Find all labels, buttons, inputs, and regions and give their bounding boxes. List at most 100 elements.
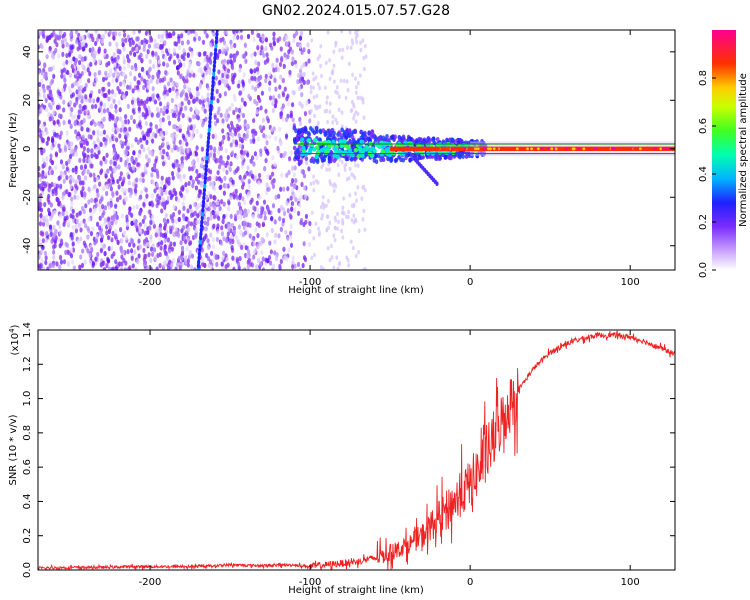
spectrogram-cell [242, 174, 247, 180]
spectrogram-cell [86, 67, 90, 73]
spectrogram-cell [228, 127, 232, 133]
spectrogram-cell [229, 195, 233, 201]
spectrogram-cell [233, 213, 238, 219]
spectrogram-cell [84, 203, 88, 209]
spectrogram-cell [115, 137, 119, 143]
spectrogram-cell [304, 219, 308, 225]
spectrogram-cell [238, 174, 242, 181]
spectrogram-cell [262, 132, 266, 139]
spectrogram-cell [332, 79, 336, 84]
spectrogram-cell [232, 266, 236, 270]
spectrogram-cell [154, 133, 158, 139]
spectrogram-cell [81, 34, 85, 41]
spectrogram-cell [109, 202, 113, 208]
spectrogram-cell [332, 188, 336, 194]
spectrogram-cell [160, 180, 164, 186]
spectrogram-cell [302, 62, 306, 68]
spectrogram-cell [113, 92, 117, 98]
spectrogram-cell [197, 67, 201, 73]
spectrogram-cell [115, 41, 119, 48]
spectrogram-cell [148, 66, 152, 72]
spectrogram-cell [212, 214, 217, 220]
snr-x-axis-label: Height of straight line (km) [288, 585, 424, 596]
spectrogram-cell [90, 33, 94, 39]
spectrogram-cell [109, 173, 114, 179]
spectrogram-cell [307, 58, 311, 64]
spectrogram-cell [109, 70, 113, 77]
spectrogram-cell [257, 180, 261, 186]
spectrogram-signal-cell [374, 153, 378, 159]
spectrogram-cell [55, 104, 60, 110]
spectrogram-cell [121, 42, 125, 48]
spectrogram-cell [148, 157, 152, 163]
spectrogram-cell [89, 230, 94, 237]
spectrogram-peak-cell [341, 139, 346, 144]
spectrogram-cell [111, 192, 115, 198]
spectrogram-cell [316, 104, 320, 110]
spectrogram-cell [289, 242, 294, 248]
spectrogram-cell [101, 260, 105, 266]
spectrogram-cell [183, 84, 187, 90]
spectrogram-cell [263, 210, 267, 216]
spectrogram-cell [83, 164, 88, 170]
spectrogram-cell [282, 36, 286, 42]
carrier-cell [476, 147, 480, 151]
spectrogram-cell [215, 88, 219, 94]
spectrogram-cell [328, 220, 332, 226]
spectrogram-cell [62, 259, 67, 265]
spectrogram-cell [342, 196, 346, 201]
spectrogram-cell [68, 89, 73, 95]
spectrogram-cell [160, 240, 164, 246]
spectrogram-cell [81, 185, 85, 192]
spectrogram-streak-cell [208, 115, 212, 121]
spectrogram-cell [57, 237, 61, 243]
spectrogram-cell [206, 92, 210, 98]
spectrogram-signal-cell [296, 130, 301, 135]
spectrogram-cell [137, 102, 141, 108]
spectrogram-cell [177, 116, 181, 122]
spectrogram-cell [169, 32, 173, 39]
spectrogram-cell [176, 70, 180, 76]
spectrogram-cell [174, 231, 178, 237]
spectrogram-cell [119, 171, 123, 177]
spectrogram-cell [230, 234, 234, 240]
spectrogram-cell [226, 262, 230, 268]
spectrogram-cell [107, 266, 112, 270]
spectrogram-streak-cell [198, 247, 202, 253]
spectrogram-peak-cell [306, 138, 311, 143]
snr-x-ticks: -200 -100 0 100 [139, 330, 640, 588]
spectrogram-cell [300, 168, 304, 175]
snr-y-tick-label: 0.8 [22, 425, 33, 441]
spectrogram-cell [251, 174, 255, 180]
spectrogram-cell [91, 261, 96, 267]
spectrogram-peak-cell [300, 137, 305, 142]
spectrogram-cell [105, 190, 109, 197]
spectrogram-signal-cell [417, 136, 422, 142]
spectrogram-cell [141, 130, 145, 136]
spectrogram-cell [159, 150, 163, 156]
spectrogram-cell [118, 227, 123, 233]
spectrogram-cell [252, 235, 256, 241]
spectrogram-cell [153, 43, 157, 49]
spectrogram-cell [104, 184, 109, 190]
spectrogram-cell [221, 78, 225, 84]
spectrogram-cell [42, 88, 46, 94]
colorbar-tick-label: 0.4 [698, 166, 709, 182]
spectrogram-cell [63, 31, 67, 38]
spectrogram-cell [299, 194, 303, 200]
spectrogram-cell [156, 93, 160, 99]
spectrogram-cell [181, 201, 185, 207]
spectrogram-cell [144, 30, 148, 36]
spectrogram-cell [74, 57, 78, 63]
spectrogram-cell [85, 30, 89, 33]
spectrogram-cell [252, 205, 256, 211]
spectrogram-y-tick-label: -20 [22, 189, 33, 205]
spectrogram-cell [253, 86, 258, 92]
spectrogram-cell [216, 169, 220, 176]
carrier-cell [474, 147, 478, 151]
spectrogram-cell [334, 117, 338, 123]
spectrogram-cell [41, 245, 45, 251]
spectrogram-cell [44, 171, 48, 177]
spectrogram-cell [284, 229, 288, 235]
spectrogram-cell [131, 263, 135, 269]
